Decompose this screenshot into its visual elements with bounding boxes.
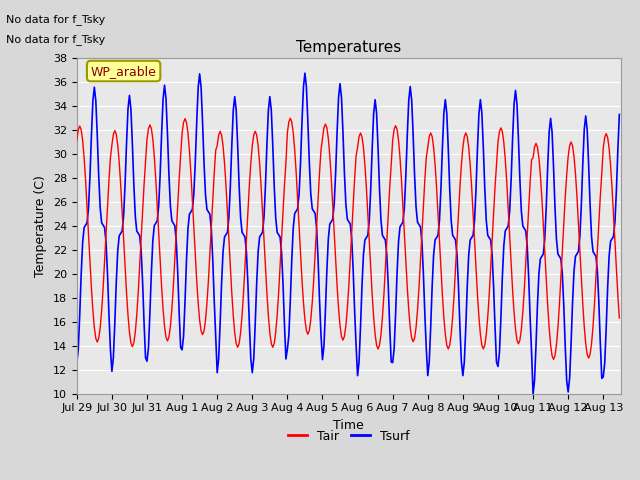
Y-axis label: Temperature (C): Temperature (C) [35,175,47,276]
Text: No data for f_Tsky: No data for f_Tsky [6,34,106,45]
X-axis label: Time: Time [333,419,364,432]
Title: Temperatures: Temperatures [296,40,401,55]
Legend: Tair, Tsurf: Tair, Tsurf [283,425,415,448]
Text: No data for f_Tsky: No data for f_Tsky [6,14,106,25]
Text: WP_arable: WP_arable [91,64,157,78]
